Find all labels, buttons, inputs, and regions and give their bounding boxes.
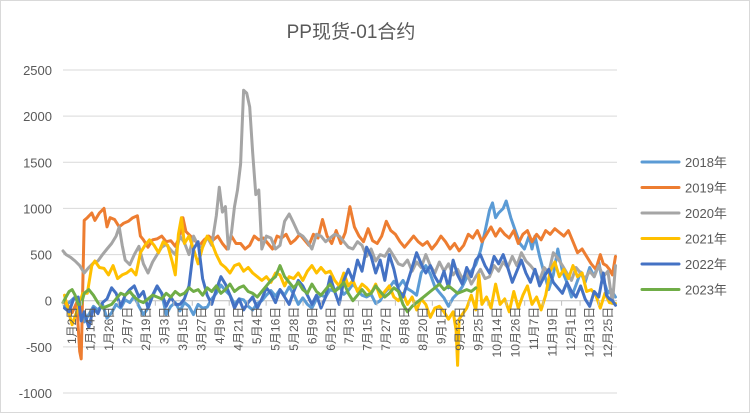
- x-tick-label: 8月20日: [416, 307, 430, 351]
- x-tick-label: 5月16日: [268, 307, 282, 351]
- x-tick-label: 3月3日: [158, 307, 172, 344]
- legend-item: 2020年: [640, 206, 727, 221]
- x-tick-label: 4月21日: [231, 307, 245, 351]
- x-tick-label: 9月1日: [435, 307, 449, 344]
- x-tick-label: 6月9日: [305, 307, 319, 344]
- x-tick-label: 1月26日: [102, 307, 116, 351]
- x-tick-label: 12月25日: [601, 307, 615, 358]
- series-line-2019年: [63, 205, 617, 361]
- x-axis-ticks: 1月2日 1月14日 1月26日 2月7日 2月19日 3月3日 3月15日 3月27日 4月9…: [62, 300, 615, 358]
- x-tick-label: 6月21日: [324, 307, 338, 351]
- x-tick-label: 8月8日: [398, 307, 412, 344]
- chart-title: PP现货-01合约: [287, 21, 416, 43]
- legend-item: 2023年: [640, 283, 727, 298]
- legend-label: 2019年: [685, 181, 727, 196]
- x-tick-label: 2月19日: [139, 307, 153, 351]
- x-tick-label: 12月13日: [582, 307, 596, 358]
- x-tick-label: 10月14日: [490, 307, 504, 358]
- x-tick-label: 5月4日: [250, 307, 264, 344]
- legend-label: 2018年: [685, 155, 727, 170]
- y-tick-label: 1000: [23, 201, 52, 216]
- x-tick-label: 9月25日: [472, 307, 486, 351]
- x-tick-label: 1月2日: [65, 307, 79, 344]
- series-line-2022年: [63, 240, 617, 329]
- legend-label: 2021年: [685, 232, 727, 247]
- x-tick-label: 7月3日: [342, 307, 356, 344]
- y-tick-label: 500: [30, 248, 52, 263]
- y-axis-ticks: -1000 -500 0 500 1000 1500 2000 2500: [19, 63, 52, 401]
- x-tick-label: 10月26日: [508, 307, 522, 358]
- legend: 2018年 2019年 2020年 2021年 2022年 2023年: [640, 155, 727, 298]
- y-tick-label: 2500: [23, 63, 52, 78]
- legend-item: 2022年: [640, 257, 727, 272]
- legend-label: 2020年: [685, 206, 727, 221]
- y-tick-label: 0: [45, 294, 52, 309]
- x-tick-label: 12月1日: [564, 307, 578, 351]
- series-line-2023年: [61, 264, 478, 314]
- x-tick-label: 7月15日: [361, 307, 375, 351]
- series-line-2020年: [61, 88, 617, 305]
- legend-item: 2021年: [640, 232, 727, 247]
- x-tick-label: 9月13日: [453, 307, 467, 351]
- legend-label: 2023年: [685, 283, 727, 298]
- x-tick-label: 11月19日: [545, 307, 559, 357]
- y-tick-label: 1500: [23, 155, 52, 170]
- x-tick-label: 5月28日: [287, 307, 301, 351]
- legend-item: 2019年: [640, 181, 727, 196]
- x-tick-label: 2月7日: [121, 307, 135, 344]
- legend-item: 2018年: [640, 155, 727, 170]
- legend-label: 2022年: [685, 257, 727, 272]
- x-tick-label: 1月14日: [84, 307, 98, 351]
- x-tick-label: 4月9日: [213, 307, 227, 344]
- x-tick-label: 11月7日: [527, 307, 541, 350]
- y-tick-label: -500: [26, 340, 52, 355]
- x-tick-label: 7月27日: [379, 307, 393, 351]
- y-tick-label: -1000: [19, 386, 52, 401]
- series-lines: [61, 88, 617, 367]
- x-tick-label: 3月15日: [176, 307, 190, 351]
- x-tick-label: 3月27日: [195, 307, 209, 351]
- y-tick-label: 2000: [23, 109, 52, 124]
